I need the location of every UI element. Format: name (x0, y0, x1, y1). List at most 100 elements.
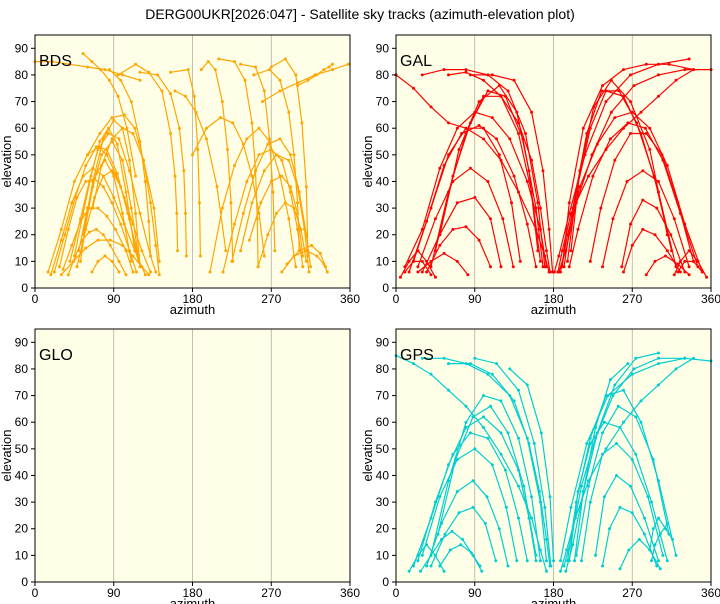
data-point (588, 259, 592, 263)
data-point (75, 196, 79, 199)
data-point (651, 458, 655, 461)
data-point (601, 84, 604, 88)
data-point (438, 495, 442, 499)
y-tick-label: 50 (376, 148, 390, 162)
data-point (72, 180, 76, 183)
data-point (315, 254, 319, 258)
data-point (613, 116, 617, 120)
data-point (613, 158, 617, 162)
data-point (667, 62, 671, 66)
data-point (110, 116, 114, 120)
y-tick-label: 30 (376, 201, 390, 215)
data-point (121, 211, 124, 215)
data-point (429, 206, 433, 210)
data-point (186, 68, 190, 72)
y-tick-label: 80 (376, 362, 390, 376)
y-axis-label: elevation (0, 135, 14, 187)
data-point (635, 121, 639, 125)
data-point (294, 265, 298, 269)
data-point (121, 243, 124, 247)
data-point (549, 564, 553, 568)
data-point (268, 68, 271, 72)
data-point (66, 273, 70, 277)
data-point (626, 121, 630, 125)
y-tick-label: 70 (15, 389, 29, 403)
data-point (412, 362, 415, 366)
data-point (86, 65, 89, 69)
data-point (447, 121, 450, 125)
data-point (629, 100, 632, 104)
data-point (657, 180, 660, 183)
data-point (278, 78, 282, 82)
series-track (240, 63, 276, 251)
data-point (420, 356, 424, 360)
data-point (278, 174, 282, 178)
data-point (138, 211, 142, 215)
data-point (429, 273, 433, 277)
data-point (625, 180, 629, 183)
data-point (499, 94, 503, 98)
data-point (205, 137, 208, 141)
data-point (70, 243, 74, 247)
data-point (657, 73, 660, 77)
data-point (618, 505, 622, 509)
data-point (517, 132, 520, 135)
data-point (176, 249, 180, 253)
data-point (495, 362, 499, 366)
series-track (73, 127, 136, 257)
y-tick-label: 10 (15, 254, 29, 268)
data-point (115, 172, 119, 175)
data-point (304, 185, 308, 189)
y-tick-label: 0 (382, 281, 389, 295)
data-point (245, 180, 249, 183)
data-point (157, 273, 161, 277)
data-point (464, 70, 468, 74)
data-point (213, 68, 217, 72)
data-point (269, 65, 273, 69)
data-point (59, 227, 63, 231)
series-track (417, 432, 528, 561)
data-point (574, 201, 578, 205)
y-tick-label: 60 (15, 415, 29, 429)
data-point (517, 121, 520, 125)
data-point (125, 126, 129, 130)
series-track (601, 506, 658, 567)
data-point (548, 270, 552, 274)
panel-label-gal: GAL (400, 53, 432, 70)
x-tick-label: 0 (32, 292, 39, 306)
data-point (91, 206, 95, 210)
data-point (534, 553, 538, 557)
data-point (266, 233, 270, 237)
data-point (429, 564, 433, 568)
data-point (438, 166, 442, 170)
data-point (117, 137, 121, 141)
data-point (455, 490, 459, 493)
data-point (489, 404, 492, 408)
data-point (569, 249, 573, 253)
data-point (275, 211, 278, 215)
data-point (606, 394, 610, 398)
data-point (571, 543, 575, 547)
data-point (425, 564, 429, 568)
data-point (497, 153, 501, 157)
data-point (687, 273, 691, 277)
data-point (138, 78, 142, 82)
data-point (241, 211, 245, 215)
data-point (587, 484, 590, 488)
data-point (133, 126, 137, 130)
data-point (459, 543, 463, 547)
data-point (447, 388, 450, 392)
data-point (131, 132, 135, 135)
data-point (416, 559, 420, 563)
data-point (250, 201, 254, 205)
data-point (278, 137, 282, 141)
data-point (700, 270, 704, 274)
data-point (486, 180, 490, 183)
data-point (75, 265, 79, 269)
data-point (482, 415, 485, 419)
series-track (621, 199, 686, 273)
y-tick-label: 20 (376, 522, 390, 536)
data-point (257, 211, 261, 215)
series-track (650, 523, 668, 561)
